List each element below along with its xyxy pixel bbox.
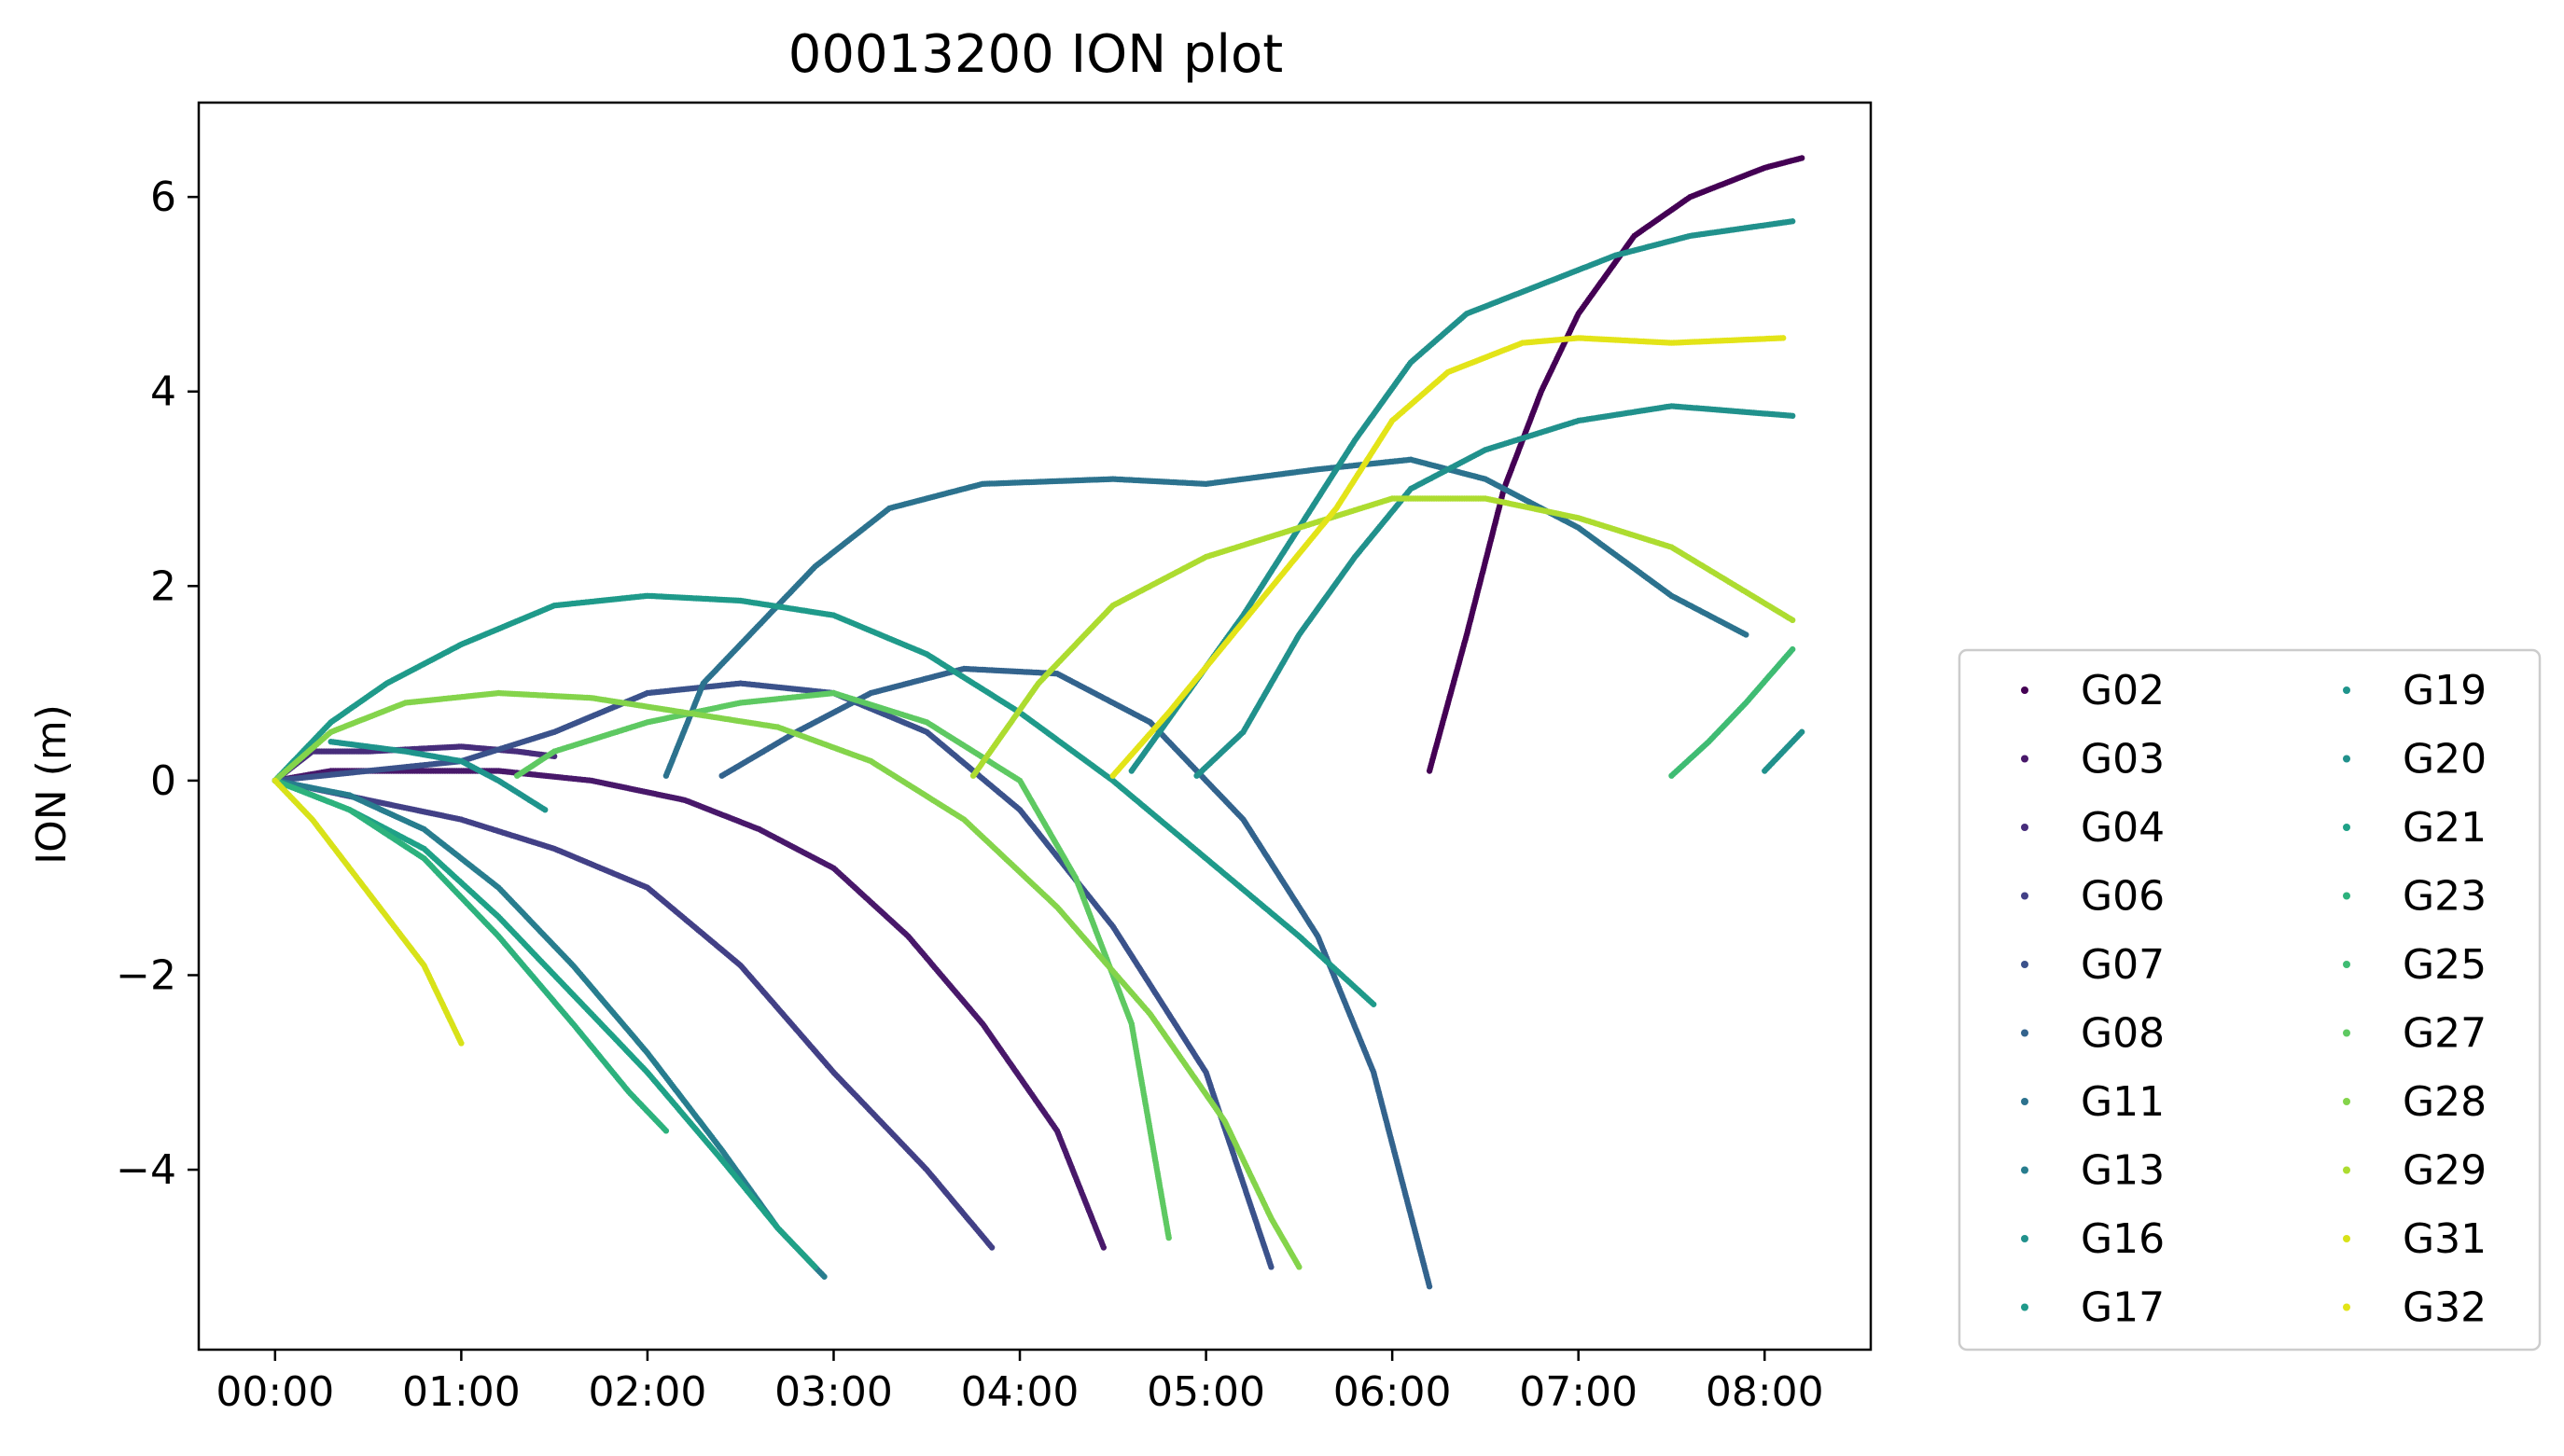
data-point [821, 1273, 828, 1280]
data-point [1426, 1283, 1433, 1290]
data-point [1789, 218, 1796, 225]
chart-title: 00013200 ION plot [788, 24, 1283, 85]
data-point [1100, 1244, 1108, 1251]
data-point [541, 806, 549, 813]
series-g17 [272, 592, 1377, 1007]
y-axis-label: ION (m) [28, 704, 76, 865]
series-g23 [272, 777, 670, 1134]
data-point [1798, 728, 1805, 735]
data-point [1789, 412, 1796, 420]
series-g16 [1193, 403, 1805, 779]
series-layer [272, 155, 1805, 1290]
data-point [812, 1264, 818, 1270]
series-g21 [272, 777, 818, 1270]
series-g02 [1426, 155, 1805, 774]
series-g08 [718, 665, 1433, 1290]
data-point [1370, 1001, 1377, 1007]
series-g13 [272, 777, 828, 1280]
data-point [1268, 1264, 1275, 1270]
series-g06 [272, 777, 996, 1251]
data-point [988, 1244, 996, 1251]
data-point [1798, 155, 1805, 161]
data-point [1743, 631, 1749, 638]
series-g11 [662, 456, 1749, 779]
